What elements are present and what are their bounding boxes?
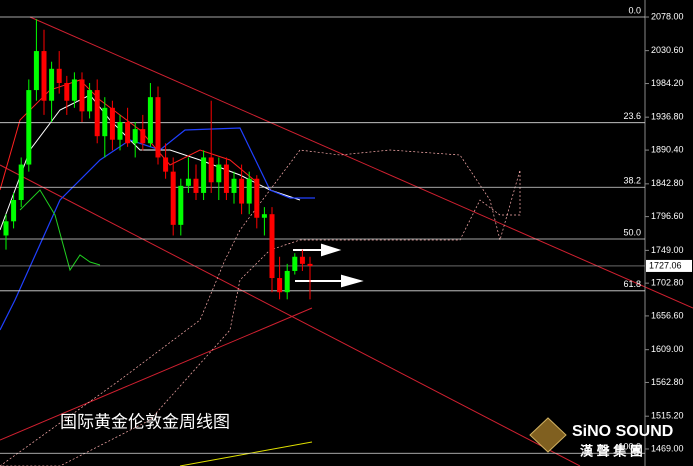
candle-body [79, 79, 85, 112]
candle-body [178, 185, 184, 225]
candle-body [223, 164, 229, 193]
candle-body [246, 178, 252, 204]
fib-label: 61.8 [623, 279, 641, 289]
candle-body [299, 256, 305, 264]
candle-body [41, 51, 47, 101]
candle-body [11, 200, 17, 222]
candle-body [239, 178, 245, 204]
candle-body [147, 97, 153, 144]
candle-body [284, 270, 290, 293]
candle-body [94, 90, 100, 137]
current-price-label: 1727.06 [649, 260, 682, 270]
candle-body [109, 107, 115, 140]
candle-body [87, 90, 93, 112]
fib-label: 38.2 [623, 176, 641, 186]
logo-name: SiNO SOUND [572, 423, 673, 440]
y-tick-label: 1469.00 [651, 443, 684, 453]
y-tick-label: 1890.40 [651, 144, 684, 154]
candle-body [125, 121, 131, 144]
candle-body [292, 256, 298, 271]
y-tick-label: 1936.80 [651, 112, 684, 122]
fib-label: 0.0 [628, 5, 641, 15]
y-tick-label: 1984.20 [651, 78, 684, 88]
candle-body [132, 129, 138, 144]
chart-title: 国际黄金伦敦金周线图 [60, 412, 230, 431]
fib-label: 23.6 [623, 111, 641, 121]
candle-body [261, 214, 267, 218]
candle-body [307, 263, 313, 266]
fib-label: 50.0 [623, 227, 641, 237]
candle-body [26, 90, 32, 165]
candle-body [64, 82, 70, 101]
candle-body [170, 171, 176, 225]
y-tick-label: 1796.60 [651, 211, 684, 221]
candle-body [163, 157, 169, 172]
candle-body [231, 178, 237, 193]
candle-body [3, 221, 9, 236]
y-tick-label: 1842.80 [651, 178, 684, 188]
y-tick-label: 2078.00 [651, 11, 684, 21]
fib-label: 100.0 [618, 442, 641, 452]
y-tick-label: 1562.80 [651, 377, 684, 387]
y-tick-label: 1656.60 [651, 310, 684, 320]
candle-body [254, 178, 260, 218]
candle-body [277, 278, 283, 293]
logo-subtitle: 漢 聲 集 團 [580, 443, 643, 458]
candle-body [18, 164, 24, 201]
candle-body [56, 68, 62, 83]
candle-body [155, 97, 161, 158]
candle-body [208, 157, 214, 183]
candle-body [102, 107, 108, 137]
candle-body [185, 178, 191, 186]
candle-body [71, 79, 77, 101]
candle-body [140, 129, 146, 144]
candle-body [216, 164, 222, 183]
candle-body [33, 51, 39, 91]
y-tick-label: 1609.00 [651, 344, 684, 354]
y-tick-label: 1702.80 [651, 278, 684, 288]
candle-body [269, 214, 275, 279]
candle-body [117, 121, 123, 140]
y-tick-label: 2030.60 [651, 45, 684, 55]
y-tick-label: 1749.00 [651, 245, 684, 255]
y-tick-label: 1515.20 [651, 411, 684, 421]
candle-body [49, 68, 55, 101]
candle-body [193, 178, 199, 193]
current-price-box [646, 259, 692, 272]
candle-body [201, 157, 207, 193]
